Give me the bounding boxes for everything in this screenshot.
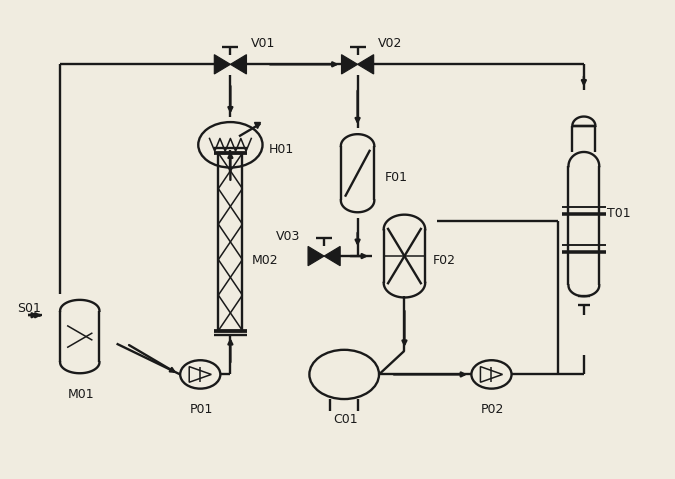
Polygon shape: [308, 246, 324, 266]
Polygon shape: [358, 55, 374, 74]
Text: C01: C01: [333, 413, 358, 426]
Text: V03: V03: [276, 230, 300, 243]
Text: T01: T01: [607, 207, 630, 220]
Text: V02: V02: [378, 37, 402, 50]
Text: M02: M02: [252, 254, 278, 267]
Polygon shape: [215, 55, 230, 74]
Text: S01: S01: [18, 302, 41, 315]
Text: P01: P01: [190, 403, 213, 416]
Polygon shape: [342, 55, 358, 74]
Text: F02: F02: [433, 254, 456, 267]
Polygon shape: [230, 55, 246, 74]
Text: V01: V01: [250, 37, 275, 50]
Text: P02: P02: [481, 403, 504, 416]
Polygon shape: [324, 246, 340, 266]
Text: H01: H01: [269, 143, 294, 156]
Text: M01: M01: [68, 388, 94, 401]
Text: F01: F01: [384, 171, 407, 184]
